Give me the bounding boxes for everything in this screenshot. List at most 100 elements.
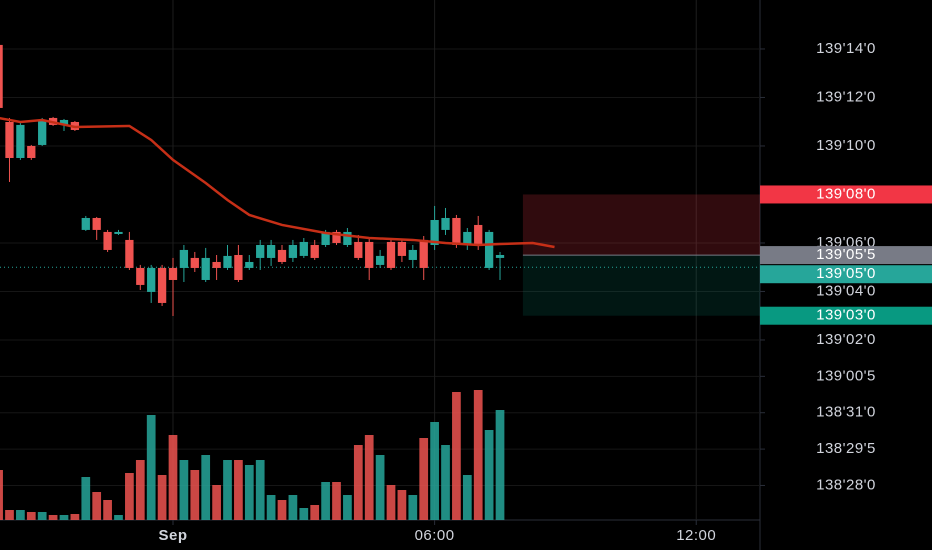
target-zone bbox=[522, 255, 760, 316]
volume-bar bbox=[288, 495, 298, 520]
volume-bar bbox=[37, 512, 47, 520]
volume-bar bbox=[103, 500, 112, 520]
candle-body bbox=[277, 249, 287, 262]
candle-body bbox=[474, 224, 483, 245]
candle-body bbox=[0, 44, 3, 108]
candle-body bbox=[310, 244, 319, 258]
volume-bar bbox=[299, 508, 309, 520]
volume-bar bbox=[114, 515, 123, 520]
volume-bar bbox=[321, 482, 330, 520]
candle-body bbox=[81, 217, 90, 230]
y-tick-label: 138'28'0 bbox=[816, 476, 876, 493]
stop-badge bbox=[760, 185, 932, 204]
candle-body bbox=[332, 231, 341, 243]
y-tick-label: 138'31'0 bbox=[816, 404, 876, 421]
x-tick-label: Sep bbox=[158, 527, 187, 544]
stop-badge-label: 139'08'0 bbox=[816, 185, 876, 202]
volume-bar bbox=[244, 465, 254, 520]
y-tick-label: 139'12'0 bbox=[816, 88, 876, 105]
candle-body bbox=[256, 244, 265, 258]
volume-bar bbox=[343, 495, 352, 520]
volume-bar bbox=[452, 392, 461, 520]
candle-body bbox=[354, 241, 363, 258]
volume-bar bbox=[168, 435, 178, 520]
candle-body bbox=[234, 254, 243, 280]
volume-bar bbox=[441, 445, 450, 520]
volume-bar bbox=[484, 430, 494, 520]
candle-body bbox=[463, 231, 472, 245]
y-tick-label: 139'04'0 bbox=[816, 282, 876, 299]
volume-bar bbox=[190, 470, 200, 520]
candle-body bbox=[5, 121, 14, 158]
candle-body bbox=[397, 241, 407, 256]
volume-bar bbox=[375, 455, 385, 520]
candle-body bbox=[299, 241, 308, 256]
y-tick-label: 139'00'5 bbox=[816, 367, 876, 384]
y-tick-label: 139'10'0 bbox=[816, 137, 876, 154]
candle-body bbox=[147, 267, 156, 292]
candle-body bbox=[495, 254, 505, 258]
volume-bar bbox=[92, 492, 102, 520]
y-tick-label: 138'29'5 bbox=[816, 440, 876, 457]
volume-bar bbox=[201, 455, 211, 520]
volume-bar bbox=[157, 475, 167, 520]
volume-bar bbox=[146, 415, 156, 520]
volume-bar bbox=[135, 460, 145, 520]
volume-bar bbox=[397, 490, 407, 520]
candle-body bbox=[484, 231, 494, 268]
candle-body bbox=[179, 249, 189, 268]
candle-body bbox=[365, 241, 374, 268]
last-price-badge-label: 139'05'0 bbox=[816, 265, 876, 282]
candle-body bbox=[59, 119, 69, 125]
entry-badge-label: 139'05'5 bbox=[816, 246, 876, 263]
candle-body bbox=[136, 267, 145, 285]
candle-body bbox=[223, 255, 232, 268]
candle-body bbox=[114, 231, 123, 234]
candle-body bbox=[38, 119, 47, 145]
volume-bar bbox=[408, 495, 418, 520]
candle-body bbox=[190, 257, 199, 268]
volume-bar bbox=[179, 460, 189, 520]
candle-body bbox=[168, 267, 178, 280]
volume-bar bbox=[212, 485, 221, 520]
x-tick-label: 12:00 bbox=[676, 527, 716, 544]
volume-bar bbox=[266, 495, 276, 520]
candle-body bbox=[452, 217, 461, 245]
y-tick-label: 139'02'0 bbox=[816, 331, 876, 348]
candle-body bbox=[125, 239, 134, 268]
volume-bar bbox=[419, 438, 429, 520]
volume-bar bbox=[81, 477, 91, 520]
candle-body bbox=[343, 231, 352, 245]
candle-body bbox=[430, 219, 439, 245]
volume-bar bbox=[255, 460, 265, 520]
volume-bar bbox=[26, 512, 36, 520]
volume-bar bbox=[16, 510, 25, 520]
candle-body bbox=[419, 239, 428, 268]
volume-bar bbox=[310, 505, 320, 520]
x-tick-label: 06:00 bbox=[415, 527, 455, 544]
candle-body bbox=[103, 231, 112, 250]
volume-bar bbox=[48, 515, 58, 520]
candle-body bbox=[157, 267, 167, 303]
candle-body bbox=[288, 244, 298, 258]
volume-bar bbox=[59, 515, 69, 520]
volume-bar bbox=[223, 460, 232, 520]
candle-body bbox=[375, 255, 385, 265]
target-badge-label: 139'03'0 bbox=[816, 307, 876, 324]
volume-bar bbox=[386, 485, 396, 520]
candle-body bbox=[408, 249, 417, 260]
candle-body bbox=[386, 241, 396, 268]
candle-body bbox=[245, 261, 254, 268]
volume-bar bbox=[430, 422, 439, 520]
volume-bar bbox=[332, 482, 341, 520]
candle-body bbox=[27, 145, 36, 158]
volume-bar bbox=[277, 500, 287, 520]
candle-body bbox=[201, 257, 210, 280]
volume-bar bbox=[462, 475, 472, 520]
volume-bar bbox=[495, 410, 505, 520]
candle-body bbox=[92, 217, 101, 230]
volume-bar bbox=[473, 390, 483, 520]
candle-body bbox=[266, 244, 276, 258]
volume-bar bbox=[234, 460, 243, 520]
